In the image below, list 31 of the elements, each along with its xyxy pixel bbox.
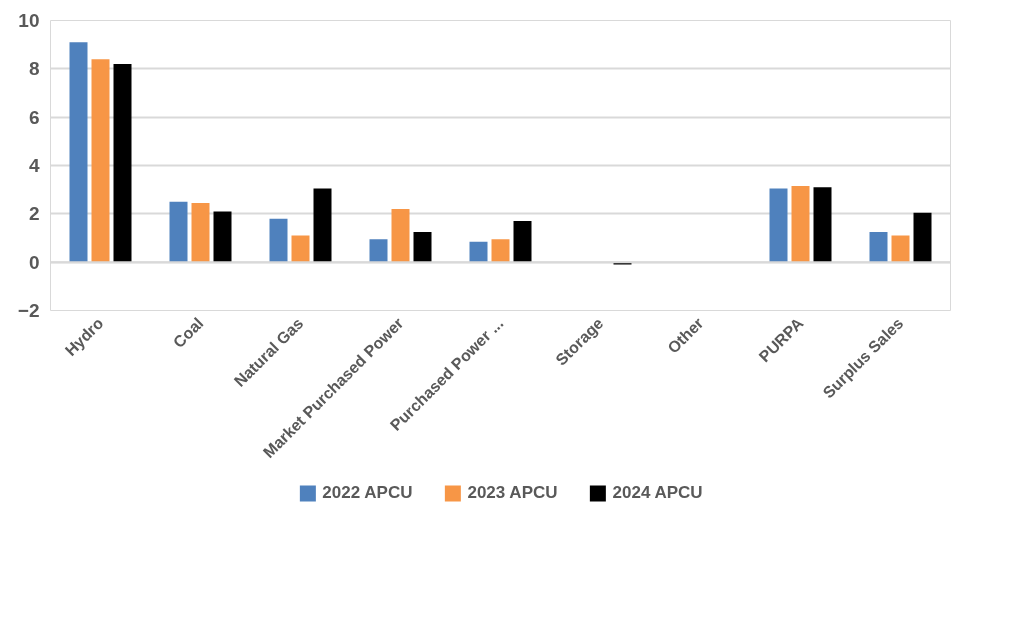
bar [369, 239, 388, 263]
bar [813, 187, 832, 263]
bar [291, 235, 310, 263]
bar [513, 221, 532, 263]
bar [169, 201, 188, 263]
bar [491, 239, 510, 263]
bar [113, 64, 132, 263]
bar [469, 241, 488, 263]
y-tick-label: 6 [28, 106, 40, 128]
bar [413, 231, 432, 263]
y-tick-label: 0 [28, 251, 40, 273]
bar [91, 59, 110, 263]
bar [869, 231, 888, 263]
bar [191, 202, 210, 263]
bar [313, 188, 332, 263]
y-tick-label: 2 [28, 203, 40, 225]
y-tick-label: 8 [28, 58, 40, 80]
bar [69, 42, 88, 263]
bar [791, 186, 810, 263]
bar [213, 211, 232, 263]
y-tick-label: 4 [28, 155, 40, 176]
y-tick-label: 10 [18, 10, 40, 31]
bar [891, 235, 910, 263]
y-tick-label: −2 [17, 300, 40, 321]
bar [269, 218, 288, 263]
bar [769, 188, 788, 263]
legend-label: 2024 APCU [612, 482, 703, 503]
bar [913, 212, 932, 263]
bar [391, 209, 410, 263]
legend-label: 2023 APCU [467, 482, 558, 503]
legend-label: 2022 APCU [322, 482, 413, 503]
